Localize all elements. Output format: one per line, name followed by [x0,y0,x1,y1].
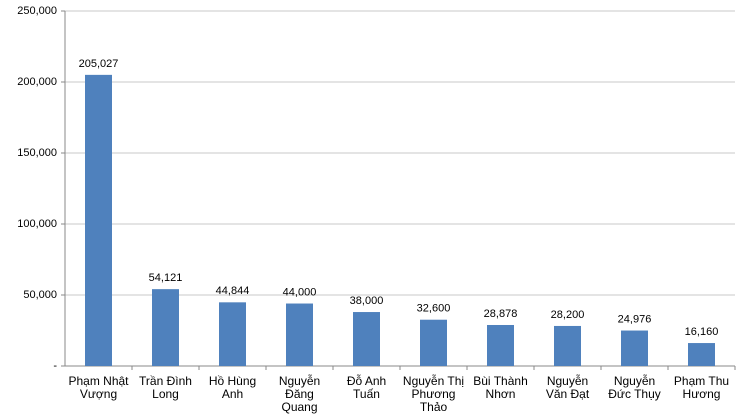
y-tick-label: 50,000 [23,289,57,301]
x-tick-label: Bùi Thành Nhơn [473,374,528,401]
y-tick-label: 250,000 [17,5,57,17]
value-label: 38,000 [350,295,384,307]
bar [420,319,447,366]
y-tick-label: - [53,360,57,372]
bar [152,289,179,366]
y-tick-label: 200,000 [17,76,57,88]
bar [85,74,112,366]
y-tick-label: 150,000 [17,147,57,159]
value-label: 28,200 [551,309,585,321]
bar [219,302,246,366]
value-label: 205,027 [79,58,119,70]
x-tick-label: Nguyễn Thị Phương Thảo [402,374,465,414]
bar [621,330,648,366]
value-label: 16,160 [685,326,719,338]
value-label: 28,878 [484,308,518,320]
value-label: 44,000 [283,286,317,298]
bar [554,325,581,366]
x-tick-label: Trần Đình Long [139,374,192,401]
x-tick-label: Nguyễn Văn Đạt [545,374,590,401]
x-tick-label: Phạm Thu Hương [673,374,730,401]
x-tick-label: Nguyễn Đăng Quang [278,374,321,414]
x-tick-label: Phạm Nhật Vượng [68,374,129,401]
x-tick-label: Hồ Hùng Anh [208,374,257,401]
value-label: 32,600 [417,303,451,315]
value-label: 24,976 [618,313,652,325]
x-tick-label: Nguyễn Đức Thụy [608,374,661,401]
bar [487,324,514,366]
value-label: 54,121 [149,272,183,284]
value-label: 44,844 [216,285,250,297]
x-tick-label: Đỗ Anh Tuấn [346,374,387,401]
bar [353,312,380,366]
y-tick-label: 100,000 [17,218,57,230]
bar [688,343,715,366]
bar [286,303,313,366]
